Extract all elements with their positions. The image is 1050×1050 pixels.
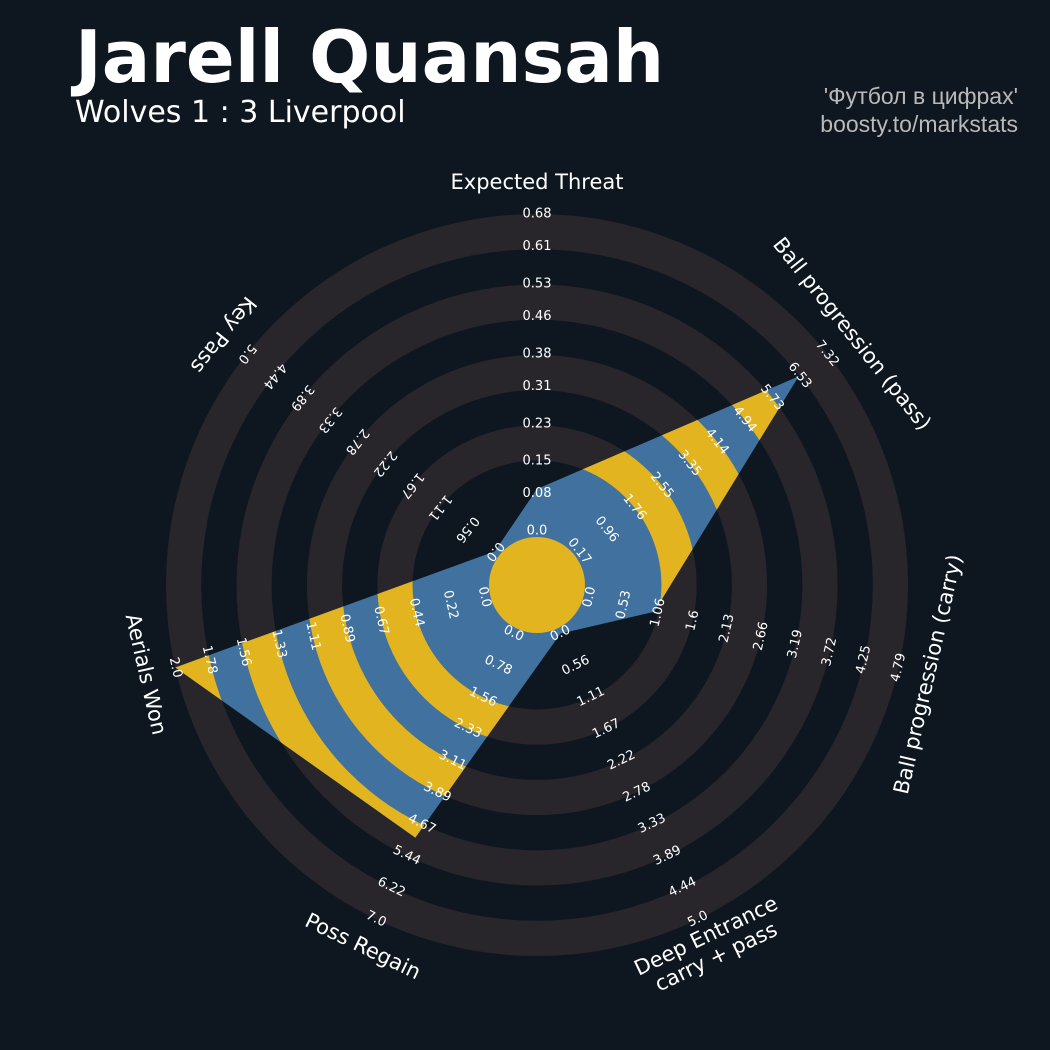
tick-label: 2.0 xyxy=(166,656,185,680)
tick-label: 1.33 xyxy=(268,628,289,660)
tick-label: 1.06 xyxy=(648,597,669,629)
center-circle xyxy=(489,537,585,633)
tick-label: 0.46 xyxy=(523,309,552,324)
param-label: Expected Threat xyxy=(451,170,624,194)
tick-label: 3.19 xyxy=(785,628,806,660)
tick-label: 0.23 xyxy=(523,416,552,431)
tick-label: 0.0 xyxy=(580,585,599,609)
tick-label: 0.0 xyxy=(527,524,548,539)
tick-label: 0.0 xyxy=(475,585,494,609)
chart-title: Jarell Quansah xyxy=(70,15,664,99)
tick-label: 0.61 xyxy=(523,239,552,254)
credit: 'Футбол в цифрах' xyxy=(824,83,1018,109)
tick-label: 0.89 xyxy=(336,613,357,645)
tick-label: 1.11 xyxy=(302,620,323,652)
tick-label: 4.25 xyxy=(853,644,874,676)
tick-label: 0.08 xyxy=(523,486,552,501)
tick-label: 0.53 xyxy=(523,276,552,291)
tick-label: 0.44 xyxy=(406,597,427,629)
credit: boosty.to/markstats xyxy=(820,111,1018,137)
tick-label: 2.66 xyxy=(751,620,772,652)
tick-label: 4.79 xyxy=(888,652,909,684)
tick-label: 1.6 xyxy=(683,609,702,633)
tick-label: 1.56 xyxy=(233,636,254,668)
tick-label: 1.78 xyxy=(199,644,220,676)
tick-label: 0.22 xyxy=(440,589,461,621)
tick-label: 0.38 xyxy=(523,346,552,361)
tick-label: 2.13 xyxy=(717,613,738,645)
tick-label: 0.68 xyxy=(523,207,552,222)
chart-subtitle: Wolves 1 : 3 Liverpool xyxy=(75,95,406,130)
tick-label: 0.53 xyxy=(613,589,634,621)
tick-label: 0.67 xyxy=(370,605,391,637)
tick-label: 0.31 xyxy=(523,379,552,394)
tick-label: 0.15 xyxy=(523,454,552,469)
tick-label: 3.72 xyxy=(819,636,840,668)
